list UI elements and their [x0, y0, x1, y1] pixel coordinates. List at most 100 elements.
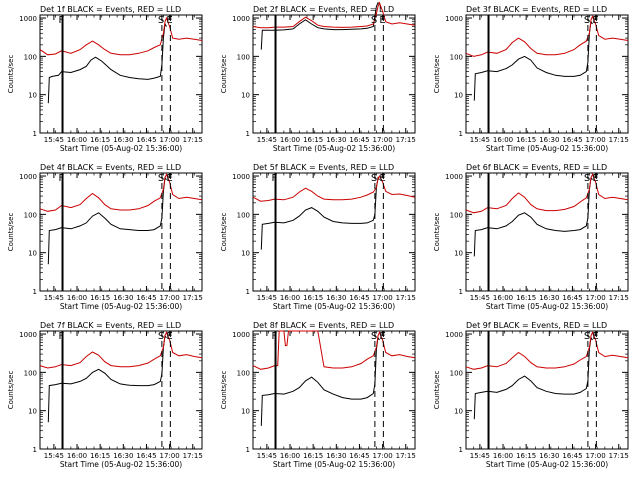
x-tick-label: 17:15	[609, 136, 629, 144]
x-tick-label: 16:00	[493, 136, 513, 144]
x-tick-label: 16:15	[303, 136, 323, 144]
x-tick-label: 15:45	[470, 294, 490, 302]
y-tick-label: 1	[459, 288, 463, 296]
chart-panel-4: Det 4f BLACK = Events, RED = LLD Counts/s…	[7, 163, 203, 311]
x-tick-label: 16:45	[136, 294, 156, 302]
x-tick-label: 16:45	[136, 452, 156, 460]
y-tick-label: 100	[24, 369, 37, 377]
x-tick-label: 16:30	[326, 294, 346, 302]
y-tick-label: 1000	[19, 331, 37, 339]
y-tick-label: 1	[33, 130, 37, 138]
x-tick-label: 15:45	[44, 294, 64, 302]
chart-title: Det 3f BLACK = Events, RED = LLD	[466, 5, 607, 14]
x-tick-label: 15:45	[470, 452, 490, 460]
x-tick-label: 17:00	[586, 452, 606, 460]
chart-title: Det 9f BLACK = Events, RED = LLD	[466, 321, 607, 330]
x-axis-label: Start Time (05-Aug-02 15:36:00)	[486, 302, 608, 311]
x-tick-label: 16:00	[67, 452, 87, 460]
x-tick-label: 16:45	[562, 294, 582, 302]
y-tick-label: 10	[454, 408, 463, 416]
y-tick-label: 1	[33, 288, 37, 296]
series-line-lld	[252, 1, 416, 29]
x-tick-label: 15:45	[470, 136, 490, 144]
y-tick-label: 100	[450, 211, 463, 219]
y-axis-label: Counts/sec	[433, 55, 441, 94]
y-tick-label: 10	[241, 92, 250, 100]
x-tick-label: 17:15	[183, 294, 203, 302]
x-tick-label: 16:30	[113, 452, 133, 460]
series-line-lld	[39, 173, 203, 212]
y-axis-label: Counts/sec	[220, 213, 228, 252]
y-tick-label: 1000	[445, 15, 463, 23]
x-tick-label: 16:00	[280, 452, 300, 460]
marker-label-s: S	[371, 331, 377, 342]
series-line-events	[47, 334, 167, 423]
y-tick-label: 10	[241, 408, 250, 416]
marker-label-s: S	[371, 15, 377, 26]
x-tick-label: 16:30	[539, 136, 559, 144]
chart-panel-7: Det 7f BLACK = Events, RED = LLD Counts/s…	[7, 321, 203, 469]
plot-frame	[252, 330, 416, 450]
x-axis-label: Start Time (05-Aug-02 15:36:00)	[60, 144, 182, 153]
marker-label-s: S	[158, 173, 164, 184]
x-tick-label: 17:00	[586, 294, 606, 302]
x-tick-label: 16:15	[90, 294, 110, 302]
marker-label-f: F	[59, 15, 65, 26]
marker-label-e: E	[379, 15, 385, 26]
x-tick-label: 16:45	[349, 452, 369, 460]
x-tick-label: 16:00	[493, 452, 513, 460]
plot-frame	[465, 330, 629, 450]
plot-frame	[252, 172, 416, 292]
x-tick-label: 17:00	[373, 452, 393, 460]
plot-frame	[465, 172, 629, 292]
x-tick-label: 16:30	[539, 294, 559, 302]
y-axis-label: Counts/sec	[7, 55, 15, 94]
x-tick-label: 17:00	[160, 136, 180, 144]
x-axis-label: Start Time (05-Aug-02 15:36:00)	[486, 460, 608, 469]
series-line-events	[260, 336, 380, 426]
marker-label-e: E	[166, 331, 172, 342]
x-tick-label: 17:00	[160, 452, 180, 460]
y-tick-label: 1	[246, 130, 250, 138]
x-axis-label: Start Time (05-Aug-02 15:36:00)	[273, 460, 395, 469]
x-axis-label: Start Time (05-Aug-02 15:36:00)	[486, 144, 608, 153]
marker-label-e: E	[379, 173, 385, 184]
marker-label-f: F	[59, 173, 65, 184]
series-line-lld	[465, 173, 629, 214]
series-line-lld	[465, 15, 629, 57]
x-tick-label: 15:45	[257, 452, 277, 460]
x-tick-label: 17:15	[396, 294, 416, 302]
series-line-events	[473, 176, 593, 257]
marker-label-s: S	[371, 173, 377, 184]
y-tick-label: 1	[459, 446, 463, 454]
y-tick-label: 1000	[232, 331, 250, 339]
y-tick-label: 10	[28, 408, 37, 416]
x-tick-label: 16:45	[136, 136, 156, 144]
chart-panel-1: Det 1f BLACK = Events, RED = LLD Counts/s…	[7, 5, 203, 153]
marker-label-e: E	[592, 15, 598, 26]
chart-panel-2: Det 2f BLACK = Events, RED = LLD Counts/s…	[220, 1, 416, 153]
y-tick-label: 10	[28, 250, 37, 258]
x-tick-label: 16:00	[493, 294, 513, 302]
series-line-events	[473, 336, 593, 420]
x-tick-label: 16:15	[90, 452, 110, 460]
y-tick-label: 100	[237, 211, 250, 219]
y-axis-label: Counts/sec	[220, 371, 228, 410]
series-line-events	[47, 176, 167, 265]
y-axis-label: Counts/sec	[433, 213, 441, 252]
x-tick-label: 16:00	[280, 136, 300, 144]
x-tick-label: 17:15	[396, 452, 416, 460]
x-tick-label: 16:15	[303, 452, 323, 460]
x-tick-label: 16:45	[349, 294, 369, 302]
y-tick-label: 100	[24, 211, 37, 219]
y-tick-label: 1000	[445, 173, 463, 181]
x-axis-label: Start Time (05-Aug-02 15:36:00)	[273, 144, 395, 153]
x-tick-label: 16:45	[562, 452, 582, 460]
x-tick-label: 17:00	[373, 294, 393, 302]
y-axis-label: Counts/sec	[7, 371, 15, 410]
marker-label-e: E	[592, 173, 598, 184]
chart-title: Det 6f BLACK = Events, RED = LLD	[466, 163, 607, 172]
marker-label-s: S	[158, 331, 164, 342]
x-tick-label: 16:15	[516, 136, 536, 144]
x-tick-label: 16:00	[67, 136, 87, 144]
